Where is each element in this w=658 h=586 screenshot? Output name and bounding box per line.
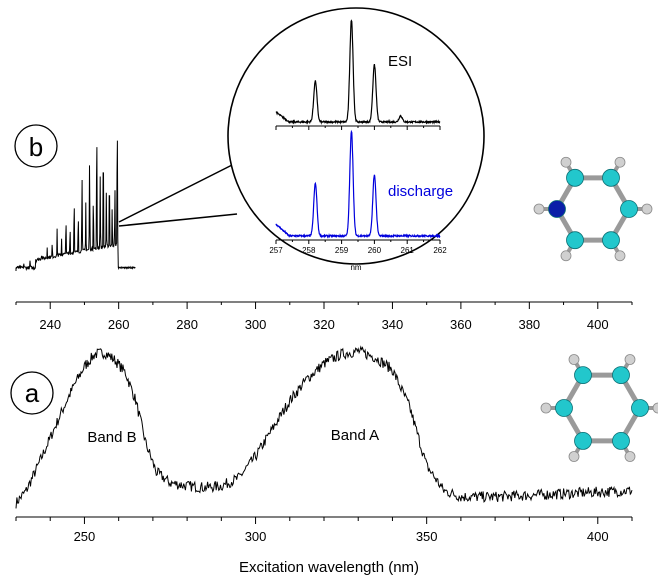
- carbon-atom: [620, 200, 638, 218]
- callout-line-upper: [118, 160, 241, 223]
- hydrogen-atom: [568, 451, 580, 462]
- inset-line: [275, 129, 441, 239]
- inset-tick-label: 258: [302, 246, 316, 255]
- pyridine-molecule: [540, 354, 658, 462]
- panel-b-tick-label: 300: [245, 317, 267, 332]
- hydrogen-atom: [624, 451, 636, 462]
- panel-a-label-circle: [10, 371, 54, 415]
- panel-a-tick-label: 300: [245, 529, 267, 544]
- panel-b-tick-label: 320: [313, 317, 335, 332]
- panel-a-tick-label: 350: [416, 529, 438, 544]
- carbon-atom: [574, 366, 592, 384]
- panel-a-line: [15, 345, 633, 509]
- inset-tick-label: 260: [368, 246, 382, 255]
- panel-b-line: [15, 140, 136, 272]
- panel-b-tick-label: 380: [518, 317, 540, 332]
- panel-b-tick-label: 280: [176, 317, 198, 332]
- panel-b-tick-label: 400: [587, 317, 609, 332]
- inset-line: [275, 19, 441, 125]
- inset-tick-label: 261: [401, 246, 415, 255]
- hydrogen-atom: [652, 402, 658, 414]
- hydrogen-atom: [540, 402, 552, 414]
- x-axis-title: Excitation wavelength (nm): [239, 559, 419, 576]
- band-b-annotation: Band B: [87, 429, 136, 446]
- inset-tick-label: 257: [269, 246, 283, 255]
- carbon-atom: [602, 168, 620, 187]
- panel-b-tick-label: 340: [382, 317, 404, 332]
- panel-b: b ESI 257 258 259 260 261 262 discharge nm 24…: [14, 7, 633, 332]
- inset-discharge-ticks: 257 258 259 260 261 262: [269, 240, 447, 255]
- inset-circle: [227, 7, 485, 265]
- inset-discharge-series: [275, 129, 441, 239]
- panel-a-tick-label: 400: [587, 529, 609, 544]
- panel-a-label: a: [25, 378, 40, 408]
- inset-tick-label: 262: [433, 246, 447, 255]
- panel-b-x-ticks: 240 260 280 300 320 340 360 380 400: [15, 302, 633, 332]
- carbon-atom: [555, 399, 573, 417]
- nitrogen-atom: [548, 200, 566, 218]
- carbon-atom: [612, 432, 630, 450]
- panel-a-spectrum: [15, 345, 633, 509]
- inset-esi-series: [275, 19, 441, 125]
- panel-b-tick-label: 360: [450, 317, 472, 332]
- carbon-atom: [574, 432, 592, 450]
- inset-discharge-label: discharge: [388, 183, 453, 200]
- hydrogen-atom: [641, 203, 653, 215]
- panel-b-label: b: [29, 132, 43, 162]
- inset-tick-label: 259: [335, 246, 349, 255]
- hydrogen-atom: [614, 156, 626, 168]
- inset-magnifier: ESI 257 258 259 260 261 262 discharge nm: [227, 7, 485, 272]
- carbon-atom: [566, 168, 584, 187]
- hydrogen-atom: [614, 250, 626, 262]
- inset-x-axis-label: nm: [350, 263, 361, 272]
- panel-a: a Band B Band A 250 300 350 400 Excitation …: [10, 345, 633, 576]
- panel-b-label-circle: [14, 124, 58, 168]
- hydrogen-atom: [560, 250, 572, 262]
- carbon-atom: [631, 399, 649, 417]
- callout-line-lower: [118, 213, 238, 227]
- hydrogen-atom: [560, 156, 572, 168]
- panel-b-spectrum: [15, 140, 136, 272]
- carbon-atom: [612, 366, 630, 384]
- inset-esi-label: ESI: [388, 53, 412, 70]
- panel-a-x-ticks: 250 300 350 400: [15, 517, 633, 544]
- band-a-annotation: Band A: [331, 427, 379, 444]
- panel-b-tick-label: 240: [39, 317, 61, 332]
- carbon-atom: [566, 231, 584, 250]
- hydrogen-atom: [533, 203, 545, 215]
- carbon-atom: [602, 231, 620, 250]
- hydrogen-atom: [568, 354, 580, 365]
- panel-a-tick-label: 250: [74, 529, 96, 544]
- panel-b-tick-label: 260: [108, 317, 130, 332]
- hydrogen-atom: [624, 354, 636, 365]
- pyridinium-molecule: [533, 156, 653, 262]
- inset-esi-ticks: [275, 126, 441, 130]
